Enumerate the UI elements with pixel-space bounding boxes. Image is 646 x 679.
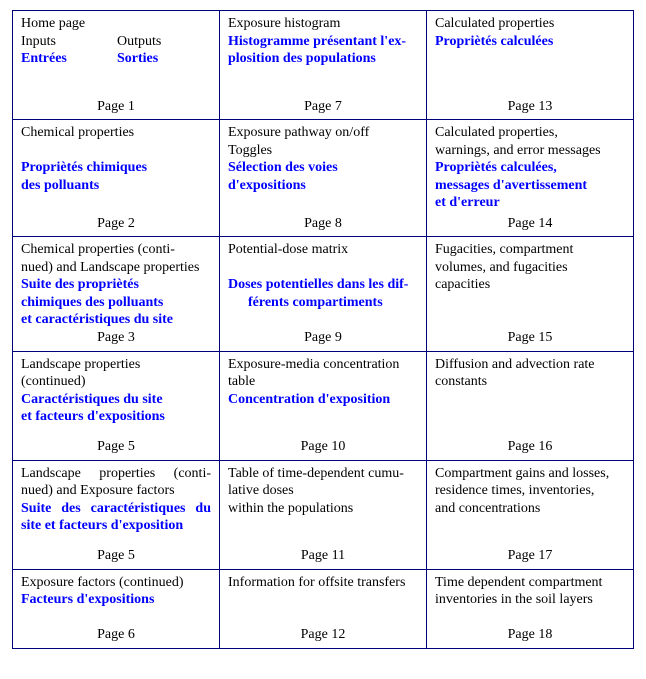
cell-page-5a: Landscape properties (continued) Caracté… <box>21 356 211 456</box>
page-number: Page 11 <box>228 547 418 565</box>
cell-page-14: Calculated properties, warnings, and err… <box>435 124 625 232</box>
cell-page-11: Table of time-dependent cumu- lative dos… <box>228 465 418 565</box>
title-fr-l1: Caractéristiques du site <box>21 391 211 409</box>
title-fr-l3: et caractéristiques du site <box>21 311 211 329</box>
title-en-l1: Compartment gains and losses, <box>435 465 625 483</box>
cell-page-2: Chemical properties Propriètés chimiques… <box>21 124 211 232</box>
title-en-l2: lative doses <box>228 482 418 500</box>
page-index-table: Home page Inputs Outputs Entrées Sorties… <box>0 0 646 679</box>
title-fr-l1: Doses potentielles dans les dif- <box>228 276 418 294</box>
io-row-fr: Entrées Sorties <box>21 50 211 68</box>
title-en-l2: table <box>228 373 418 391</box>
page-number: Page 1 <box>21 98 211 116</box>
page-number: Page 10 <box>228 438 418 456</box>
page-number: Page 2 <box>21 215 211 233</box>
title-fr-l2: des polluants <box>21 177 211 195</box>
cell-page-3: Chemical properties (conti- nued) and La… <box>21 241 211 347</box>
page-number: Page 8 <box>228 215 418 233</box>
page-number: Page 18 <box>435 626 625 644</box>
title-en-l1: Landscape properties (conti- <box>21 465 211 483</box>
title-fr-l2: chimiques des polluants <box>21 294 211 312</box>
title-fr: Facteurs d'expositions <box>21 591 211 609</box>
title-en-l2: volumes, and fugacities <box>435 259 625 277</box>
title-en-l1: Chemical properties (conti- <box>21 241 211 259</box>
page-number: Page 15 <box>435 329 625 347</box>
title-fr: Propriètés calculées <box>435 33 625 51</box>
page-number: Page 6 <box>21 626 211 644</box>
title-en: Exposure histogram <box>228 15 418 33</box>
page-number: Page 5 <box>21 547 211 565</box>
title-en-l1: Time dependent compartment <box>435 574 625 592</box>
title-en: Exposure factors (continued) <box>21 574 211 592</box>
title-en-l2: (continued) <box>21 373 211 391</box>
cell-page-8: Exposure pathway on/off Toggles Sélectio… <box>228 124 418 232</box>
title-en: Potential-dose matrix <box>228 241 418 259</box>
cell-page-7: Exposure histogram Histogramme présentan… <box>228 15 418 115</box>
title-en: Chemical properties <box>21 124 211 142</box>
inputs-label-en: Inputs <box>21 33 117 51</box>
title-en: Information for offsite transfers <box>228 574 418 592</box>
cell-page-13: Calculated properties Propriètés calculé… <box>435 15 625 115</box>
page-number: Page 17 <box>435 547 625 565</box>
title-fr-l1: Histogramme présentant l'ex- <box>228 33 418 51</box>
cell-page-10: Exposure-media concentration table Conce… <box>228 356 418 456</box>
title-en: Home page <box>21 15 211 33</box>
cell-page-16: Diffusion and advection rate constants P… <box>435 356 625 456</box>
page-number: Page 12 <box>228 626 418 644</box>
title-en-l3: and concentrations <box>435 500 625 518</box>
cell-page-1: Home page Inputs Outputs Entrées Sorties… <box>21 15 211 115</box>
cell-page-18: Time dependent compartment inventories i… <box>435 574 625 644</box>
inputs-label-fr: Entrées <box>21 50 117 68</box>
title-fr-l2: messages d'avertissement <box>435 177 625 195</box>
index-grid: Home page Inputs Outputs Entrées Sorties… <box>12 10 634 649</box>
title-en: Calculated properties <box>435 15 625 33</box>
title-en-l2: warnings, and error messages <box>435 142 625 160</box>
title-fr-l1: Suite des caractéristiques du <box>21 500 211 518</box>
title-fr-l1: Suite des propriètés <box>21 276 211 294</box>
title-en-l3: within the populations <box>228 500 418 518</box>
cell-page-9: Potential-dose matrix Doses potentielles… <box>228 241 418 347</box>
title-fr: Concentration d'exposition <box>228 391 418 409</box>
title-en-l1: Diffusion and advection rate <box>435 356 625 374</box>
cell-page-17: Compartment gains and losses, residence … <box>435 465 625 565</box>
title-en-l1: Landscape properties <box>21 356 211 374</box>
title-fr-l1: Propriètés calculées, <box>435 159 625 177</box>
title-fr-l2: site et facteurs d'exposition <box>21 517 211 535</box>
cell-page-12: Information for offsite transfers Page 1… <box>228 574 418 644</box>
title-fr-l2: plosition des populations <box>228 50 418 68</box>
page-number: Page 14 <box>435 215 625 233</box>
title-en-l1: Fugacities, compartment <box>435 241 625 259</box>
io-row-en: Inputs Outputs <box>21 33 211 51</box>
title-en-l2: nued) and Landscape properties <box>21 259 211 277</box>
title-fr-l2: d'expositions <box>228 177 418 195</box>
cell-page-15: Fugacities, compartment volumes, and fug… <box>435 241 625 347</box>
title-fr-l2: et facteurs d'expositions <box>21 408 211 426</box>
page-number: Page 16 <box>435 438 625 456</box>
title-en-l2: Toggles <box>228 142 418 160</box>
cell-page-6: Exposure factors (continued) Facteurs d'… <box>21 574 211 644</box>
page-number: Page 3 <box>21 329 211 347</box>
outputs-label-en: Outputs <box>117 33 161 51</box>
title-en-l2: constants <box>435 373 625 391</box>
page-number: Page 13 <box>435 98 625 116</box>
title-en-l1: Table of time-dependent cumu- <box>228 465 418 483</box>
title-en-l1: Calculated properties, <box>435 124 625 142</box>
title-en-l2: nued) and Exposure factors <box>21 482 211 500</box>
page-number: Page 9 <box>228 329 418 347</box>
title-en-l3: capacities <box>435 276 625 294</box>
page-number: Page 7 <box>228 98 418 116</box>
page-number: Page 5 <box>21 438 211 456</box>
title-en-l1: Exposure pathway on/off <box>228 124 418 142</box>
title-fr-l1: Propriètés chimiques <box>21 159 211 177</box>
cell-page-5b: Landscape properties (conti- nued) and E… <box>21 465 211 565</box>
title-en-l2: residence times, inventories, <box>435 482 625 500</box>
outputs-label-fr: Sorties <box>117 50 158 68</box>
title-fr-l1: Sélection des voies <box>228 159 418 177</box>
title-fr-l2: férents compartiments <box>228 294 418 312</box>
title-en-l1: Exposure-media concentration <box>228 356 418 374</box>
title-fr-l3: et d'erreur <box>435 194 625 212</box>
title-en-l2: inventories in the soil layers <box>435 591 625 609</box>
